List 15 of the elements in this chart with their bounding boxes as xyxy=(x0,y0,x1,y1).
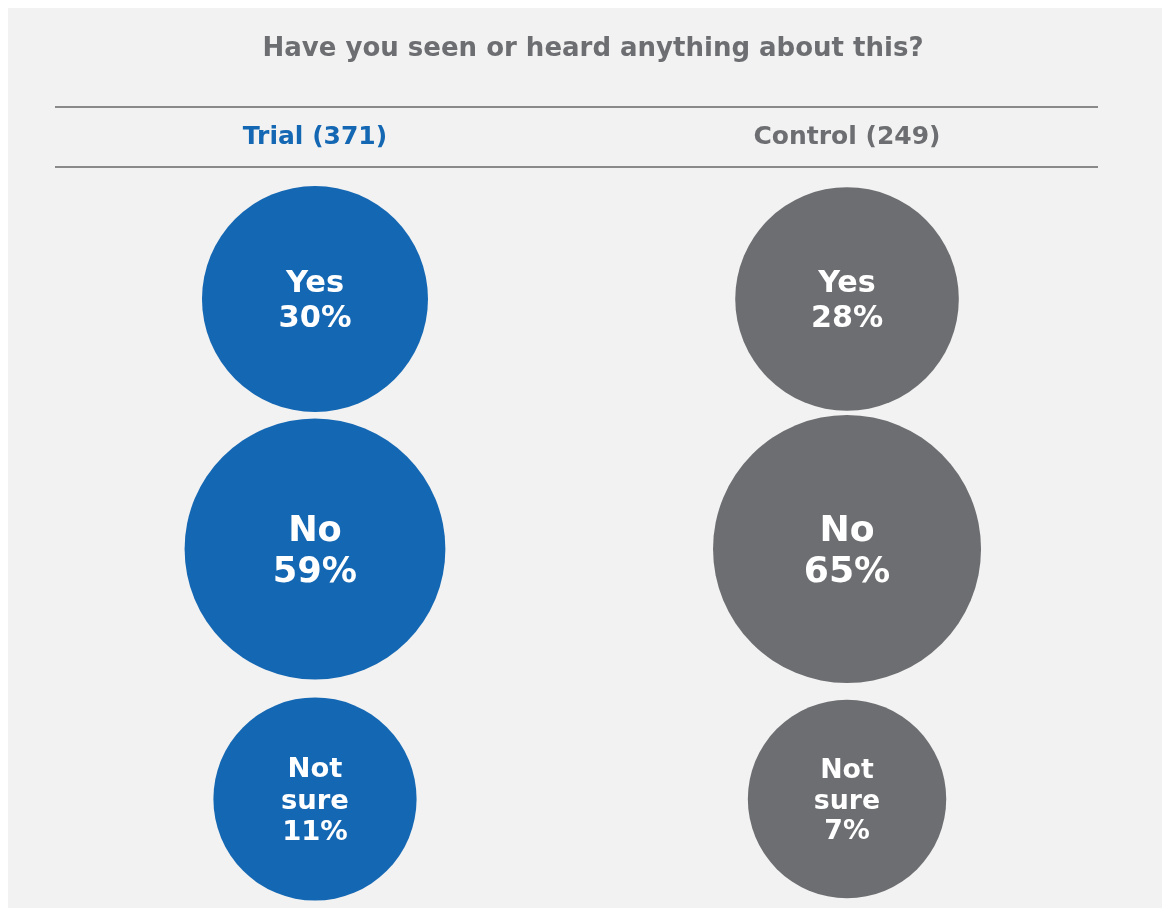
category-label: No xyxy=(288,508,342,550)
category-label: Yes xyxy=(284,263,345,299)
text: Trial (371) xyxy=(241,121,389,150)
text: Control (249) xyxy=(752,121,942,150)
category-label: Yes xyxy=(818,264,876,300)
data-label: 59% xyxy=(272,548,358,590)
category-label: No xyxy=(819,506,875,550)
data-label: 30% xyxy=(278,299,352,335)
data-label: 28% xyxy=(810,298,884,334)
text: Have you seen or heard anything about this? xyxy=(261,31,925,64)
data-label: 65% xyxy=(803,548,891,592)
category-label: Not sure xyxy=(813,752,881,815)
category-label: Not sure xyxy=(281,751,349,815)
data-label: 11% xyxy=(282,815,348,847)
data-label: 7% xyxy=(824,814,870,846)
